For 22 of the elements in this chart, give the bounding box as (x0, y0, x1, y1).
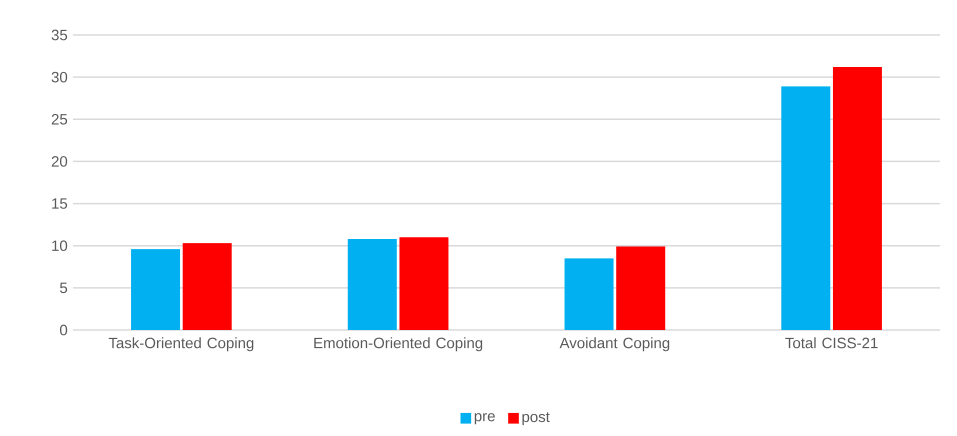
bar (348, 238, 397, 330)
y-tick-label: 15 (52, 198, 68, 209)
x-tick-label: Total CISS-21 (785, 337, 878, 348)
legend-label: post (522, 412, 550, 426)
y-tick-label: 0 (60, 324, 68, 336)
y-tick-label: 5 (60, 282, 68, 294)
bar (781, 86, 830, 330)
x-tick-label: Emotion-Oriented Coping (314, 337, 482, 352)
bar (399, 237, 448, 330)
bar (832, 67, 882, 330)
bar (616, 246, 666, 330)
y-tick-label: 25 (52, 114, 68, 125)
x-tick-label: Avoidant Coping (560, 337, 670, 352)
y-tick-label: 35 (52, 30, 68, 40)
y-tick-label: 30 (52, 72, 68, 82)
bar (182, 243, 232, 330)
y-tick-label: 10 (52, 240, 68, 252)
legend-label: pre (474, 413, 495, 424)
y-tick-label: 20 (52, 156, 68, 167)
x-tick-label: Task-Oriented Coping (108, 337, 254, 352)
bar (564, 258, 614, 330)
bar (131, 249, 180, 330)
